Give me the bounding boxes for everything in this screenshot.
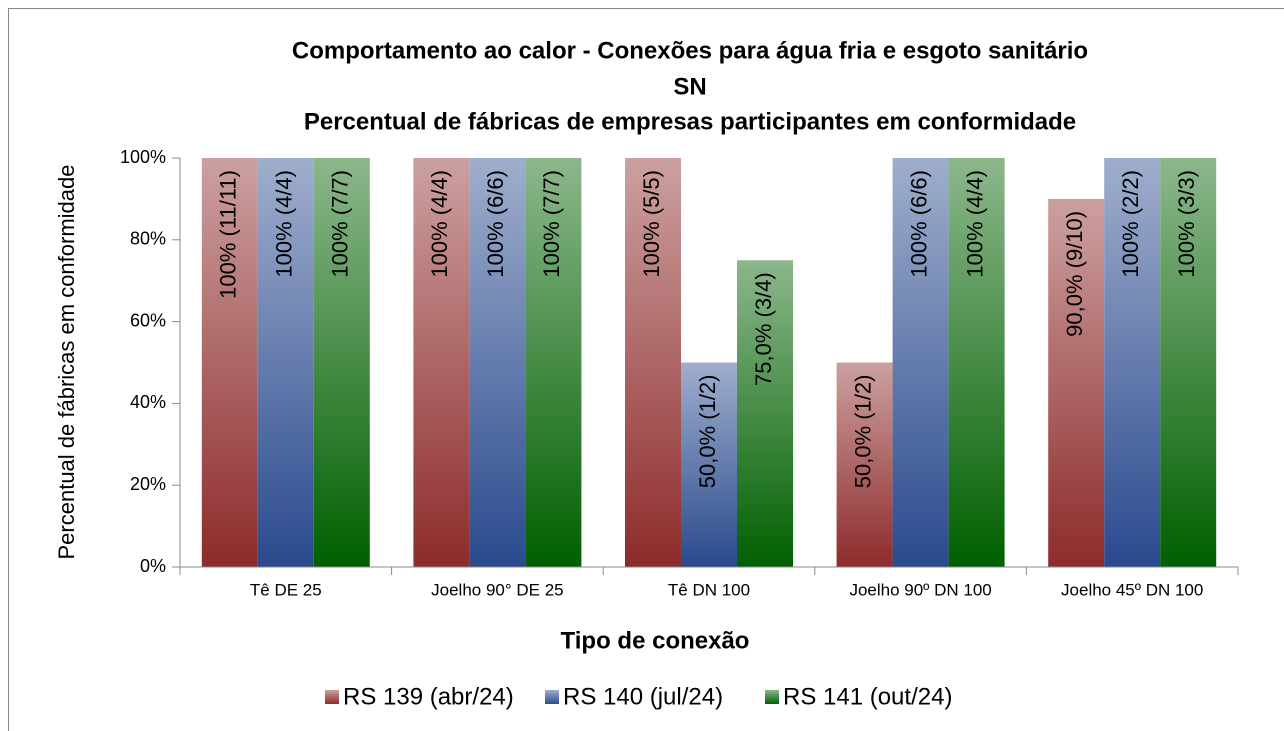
legend-swatch (765, 690, 779, 704)
y-tick-label: 20% (130, 474, 166, 494)
x-axis-title: Tipo de conexão (561, 627, 750, 654)
data-label: 100% (11/11) (216, 170, 241, 299)
chart-title: Percentual de fábricas de empresas parti… (304, 108, 1076, 135)
bar (681, 362, 737, 567)
x-tick-label: Joelho 90° DE 25 (431, 580, 564, 599)
data-label: 100% (4/4) (962, 170, 987, 278)
y-tick-label: 80% (130, 229, 166, 249)
y-tick-label: 0% (140, 556, 166, 576)
x-tick-label: Tê DN 100 (668, 580, 750, 599)
data-label: 100% (7/7) (328, 170, 353, 278)
data-label: 75,0% (3/4) (751, 272, 776, 386)
chart-frame (8, 8, 1284, 731)
bar (1048, 198, 1105, 567)
data-label: 100% (4/4) (427, 170, 452, 278)
bar (1104, 158, 1161, 567)
y-tick-label: 100% (120, 147, 166, 167)
bar (948, 158, 1005, 567)
y-tick-label: 60% (130, 310, 166, 330)
bar (313, 158, 370, 567)
legend-label: RS 141 (out/24) (783, 683, 952, 710)
data-label: 90,0% (9/10) (1062, 211, 1087, 337)
y-tick-label: 40% (130, 392, 166, 412)
chart-title: SN (673, 73, 706, 100)
data-label: 100% (7/7) (539, 170, 564, 278)
bar (201, 158, 258, 567)
chart-title: Comportamento ao calor - Conexões para á… (292, 37, 1088, 64)
data-label: 50,0% (1/2) (850, 375, 875, 489)
x-tick-label: Joelho 90º DN 100 (849, 580, 991, 599)
bar (469, 158, 526, 567)
data-label: 100% (2/2) (1118, 170, 1143, 278)
bar (625, 158, 681, 567)
x-tick-label: Joelho 45º DN 100 (1061, 580, 1203, 599)
x-tick-label: Tê DE 25 (250, 580, 322, 599)
legend-swatch (325, 690, 339, 704)
bar (1160, 158, 1217, 567)
legend-label: RS 140 (jul/24) (563, 683, 723, 710)
bar (257, 158, 314, 567)
bar (836, 362, 893, 567)
data-label: 100% (6/6) (906, 170, 931, 278)
bar (737, 260, 793, 567)
legend-swatch (545, 690, 559, 704)
bar (413, 158, 470, 567)
legend-label: RS 139 (abr/24) (343, 683, 514, 710)
data-label: 100% (6/6) (483, 170, 508, 278)
bar (525, 158, 582, 567)
y-axis-title: Percentual de fábricas em conformidade (54, 165, 79, 560)
bar (892, 158, 949, 567)
data-label: 100% (3/3) (1174, 170, 1199, 278)
data-label: 100% (5/5) (639, 170, 664, 278)
data-label: 100% (4/4) (272, 170, 297, 278)
data-label: 50,0% (1/2) (695, 375, 720, 489)
